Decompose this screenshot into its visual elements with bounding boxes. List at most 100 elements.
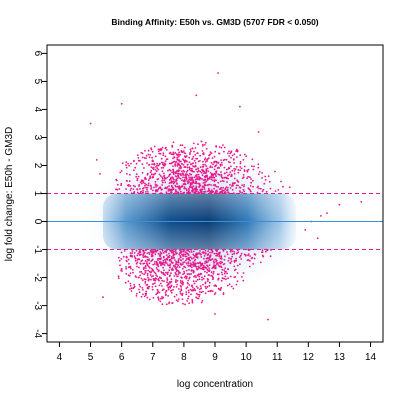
- data-point: [218, 253, 220, 255]
- data-point: [146, 274, 149, 277]
- data-point: [186, 166, 189, 169]
- data-point: [202, 182, 205, 184]
- data-point: [146, 162, 148, 164]
- data-point: [191, 176, 194, 179]
- data-point: [192, 264, 195, 266]
- data-point: [126, 173, 128, 175]
- data-point: [175, 273, 178, 276]
- data-point: [196, 256, 199, 259]
- data-point: [190, 178, 193, 180]
- data-point: [188, 276, 191, 279]
- data-point: [215, 260, 218, 263]
- data-point: [132, 271, 134, 274]
- data-point: [142, 256, 145, 258]
- data-point: [215, 179, 218, 182]
- data-point: [145, 290, 148, 293]
- data-point: [240, 167, 243, 170]
- data-point: [241, 184, 244, 187]
- data-point: [165, 149, 168, 151]
- data-point: [159, 251, 162, 253]
- data-point: [240, 258, 243, 260]
- data-point: [233, 252, 236, 255]
- data-point: [140, 277, 143, 280]
- data-point: [174, 265, 177, 267]
- data-point: [177, 288, 180, 290]
- y-tick-label: -3: [32, 301, 43, 310]
- data-point: [151, 189, 154, 192]
- data-point: [175, 285, 178, 288]
- data-point: [145, 183, 148, 186]
- data-point: [243, 185, 245, 188]
- data-point: [119, 264, 121, 267]
- data-point: [182, 174, 185, 176]
- data-point: [252, 179, 254, 182]
- data-point: [240, 252, 243, 255]
- data-point: [223, 176, 226, 179]
- data-point: [149, 249, 152, 252]
- data-point: [242, 279, 245, 282]
- data-point: [145, 178, 147, 181]
- data-point: [125, 273, 128, 275]
- data-point: [157, 164, 160, 167]
- data-point: [118, 188, 121, 190]
- data-point: [161, 272, 163, 274]
- data-point: [129, 285, 132, 287]
- data-point: [189, 169, 192, 172]
- data-point: [157, 252, 160, 255]
- data-point: [171, 144, 174, 147]
- data-point: [226, 181, 228, 183]
- data-point: [188, 269, 190, 271]
- data-point: [149, 175, 152, 178]
- data-point: [166, 284, 169, 287]
- data-point: [193, 176, 196, 179]
- data-point: [149, 271, 152, 274]
- data-point: [142, 191, 144, 194]
- data-point: [233, 153, 236, 156]
- data-point: [200, 262, 203, 265]
- data-point: [200, 267, 203, 270]
- data-point: [154, 282, 156, 284]
- data-point: [129, 252, 132, 255]
- data-point: [210, 178, 213, 181]
- data-point: [194, 255, 197, 258]
- data-point: [161, 297, 164, 300]
- data-point: [146, 261, 148, 263]
- data-point: [141, 172, 144, 174]
- data-point: [137, 175, 140, 178]
- data-point: [213, 160, 216, 163]
- data-point: [202, 165, 205, 168]
- data-point: [169, 259, 172, 261]
- data-point: [184, 176, 187, 179]
- data-point: [186, 169, 189, 172]
- data-point: [199, 250, 201, 252]
- data-point: [162, 152, 165, 155]
- data-point: [181, 293, 184, 296]
- data-point: [154, 272, 157, 275]
- data-point: [250, 257, 253, 260]
- data-point: [194, 289, 197, 292]
- data-point: [165, 146, 167, 149]
- data-point: [157, 150, 160, 153]
- data-point: [219, 265, 222, 268]
- data-point: [202, 283, 204, 286]
- data-point: [233, 162, 236, 164]
- chart-title: Binding Affinity: E50h vs. GM3D (5707 FD…: [111, 17, 318, 27]
- data-point: [120, 251, 123, 254]
- data-point: [160, 263, 163, 266]
- data-point: [243, 190, 246, 193]
- data-point: [152, 176, 155, 179]
- data-point: [170, 184, 173, 187]
- data-point: [172, 250, 175, 253]
- data-point: [194, 178, 197, 181]
- data-point: [161, 163, 164, 166]
- data-point: [198, 262, 201, 264]
- data-point: [221, 191, 224, 193]
- data-point: [211, 290, 214, 293]
- data-point: [233, 167, 236, 170]
- significant-points: [89, 72, 363, 321]
- data-point: [195, 182, 198, 184]
- data-point: [169, 249, 172, 252]
- data-point: [138, 283, 141, 286]
- data-point: [179, 173, 182, 175]
- y-axis: -4 -3 -2 -1 0 1 2 3 4 5 6: [32, 51, 47, 338]
